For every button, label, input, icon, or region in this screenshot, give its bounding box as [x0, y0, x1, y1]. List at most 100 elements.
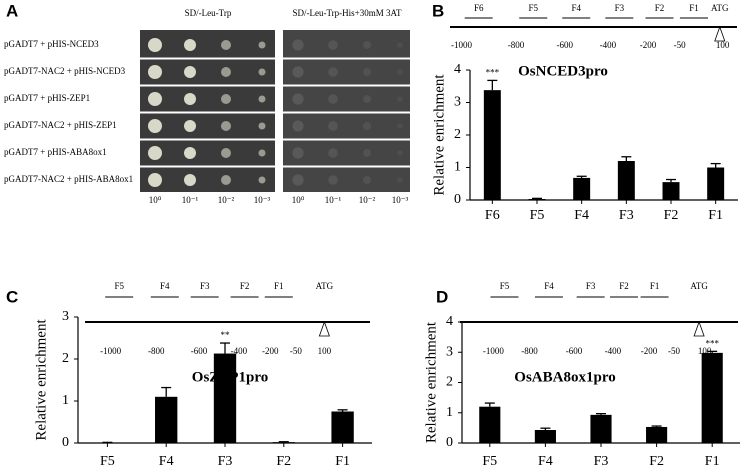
colony — [221, 94, 231, 104]
x-tick-label: F4 — [574, 208, 589, 223]
x-tick-label: F1 — [705, 454, 720, 469]
position-label: -50 — [290, 346, 302, 356]
bar — [272, 442, 295, 443]
dilution-label: 10⁻³ — [254, 195, 271, 205]
y-tick-label: 3 — [454, 95, 461, 110]
panel-letter: D — [436, 287, 448, 306]
bar — [479, 406, 501, 443]
y-tick-label: 1 — [62, 393, 69, 408]
fragment-label: F6 — [474, 3, 484, 13]
colony — [148, 119, 162, 133]
x-tick-label: F3 — [619, 208, 634, 223]
x-tick-label: F3 — [218, 454, 233, 469]
colony — [328, 121, 338, 131]
significance: ** — [221, 330, 231, 340]
colony — [258, 68, 266, 76]
colony — [258, 176, 266, 184]
fragment-label: F1 — [274, 281, 284, 291]
colony — [397, 177, 403, 183]
dilution-label: 10⁻¹ — [182, 195, 199, 205]
x-tick-label: F2 — [664, 208, 679, 223]
position-label: -800 — [148, 346, 165, 356]
fragment-label: F4 — [160, 281, 170, 291]
colony — [292, 93, 304, 105]
position-label: 100 — [716, 40, 730, 50]
dilution-label: 10⁻¹ — [325, 195, 342, 205]
y-tick-label: 4 — [446, 314, 453, 329]
colony — [184, 120, 196, 132]
row-label: pGADT7-NAC2 + pHIS-NCED3 — [4, 66, 126, 76]
y-tick-label: 3 — [446, 344, 453, 359]
x-tick-label: F5 — [530, 208, 545, 223]
colony — [184, 66, 196, 78]
chart-title: OsABA8ox1pro — [514, 369, 615, 385]
position-label: -1000 — [100, 346, 121, 356]
colony — [397, 69, 403, 75]
fragment-label: F1 — [689, 3, 699, 13]
fragment-label: F2 — [619, 281, 629, 291]
y-axis-label: Relative enrichment — [423, 321, 439, 443]
colony — [397, 42, 403, 48]
x-tick-label: F5 — [100, 454, 115, 469]
plate-title: SD/-Leu-Trp-His+30mM 3AT — [293, 8, 403, 18]
start-codon: ATG — [690, 281, 708, 291]
position-label: -1000 — [483, 346, 504, 356]
y-tick-label: 0 — [62, 435, 69, 450]
x-tick-label: F5 — [482, 454, 497, 469]
row-label: pGADT7 + pHIS-ABA8ox1 — [4, 147, 107, 157]
bar — [573, 177, 591, 200]
colony — [184, 174, 196, 186]
x-tick-label: F1 — [708, 208, 723, 223]
colony — [148, 92, 162, 106]
dilution-label: 10⁰ — [149, 195, 162, 205]
position-label: 100 — [318, 346, 332, 356]
colony — [221, 40, 231, 50]
position-label: -200 — [641, 346, 658, 356]
colony — [397, 150, 403, 156]
row-label: pGADT7-NAC2 + pHIS-ZEP1 — [4, 120, 117, 130]
colony — [184, 93, 196, 105]
position-label: -50 — [674, 40, 686, 50]
colony — [221, 148, 231, 158]
colony — [148, 146, 162, 160]
plate-title: SD/-Leu-Trp — [185, 8, 232, 18]
dilution-label: 10⁰ — [292, 195, 305, 205]
atg-arrow — [318, 320, 330, 337]
x-tick-label: F2 — [649, 454, 664, 469]
bar — [483, 90, 501, 200]
colony — [292, 66, 304, 78]
chart-title: OsNCED3pro — [518, 63, 608, 79]
bar — [617, 161, 635, 200]
plate — [140, 30, 275, 192]
colony — [148, 38, 162, 52]
significance: *** — [486, 67, 500, 77]
x-tick-label: F4 — [538, 454, 553, 469]
y-tick-label: 3 — [62, 309, 69, 324]
colony — [292, 120, 304, 132]
colony — [397, 123, 403, 129]
colony — [328, 94, 338, 104]
x-tick-label: F3 — [594, 454, 609, 469]
plate — [283, 30, 410, 192]
colony — [258, 95, 266, 103]
position-label: -800 — [521, 346, 538, 356]
colony — [328, 148, 338, 158]
y-axis-label: Relative enrichment — [33, 319, 49, 441]
colony — [363, 122, 371, 130]
start-codon: ATG — [316, 281, 334, 291]
fragment-label: F5 — [500, 281, 510, 291]
fragment-label: F4 — [544, 281, 554, 291]
significance: *** — [705, 338, 719, 348]
bar — [331, 411, 354, 443]
colony — [363, 68, 371, 76]
fragment-label: F5 — [114, 281, 124, 291]
colony — [221, 67, 231, 77]
colony — [258, 41, 266, 49]
fragment-label: F2 — [655, 3, 665, 13]
y-tick-label: 0 — [454, 192, 461, 207]
colony — [292, 147, 304, 159]
colony — [221, 175, 231, 185]
fragment-label: F3 — [586, 281, 596, 291]
atg-arrow — [714, 25, 726, 42]
